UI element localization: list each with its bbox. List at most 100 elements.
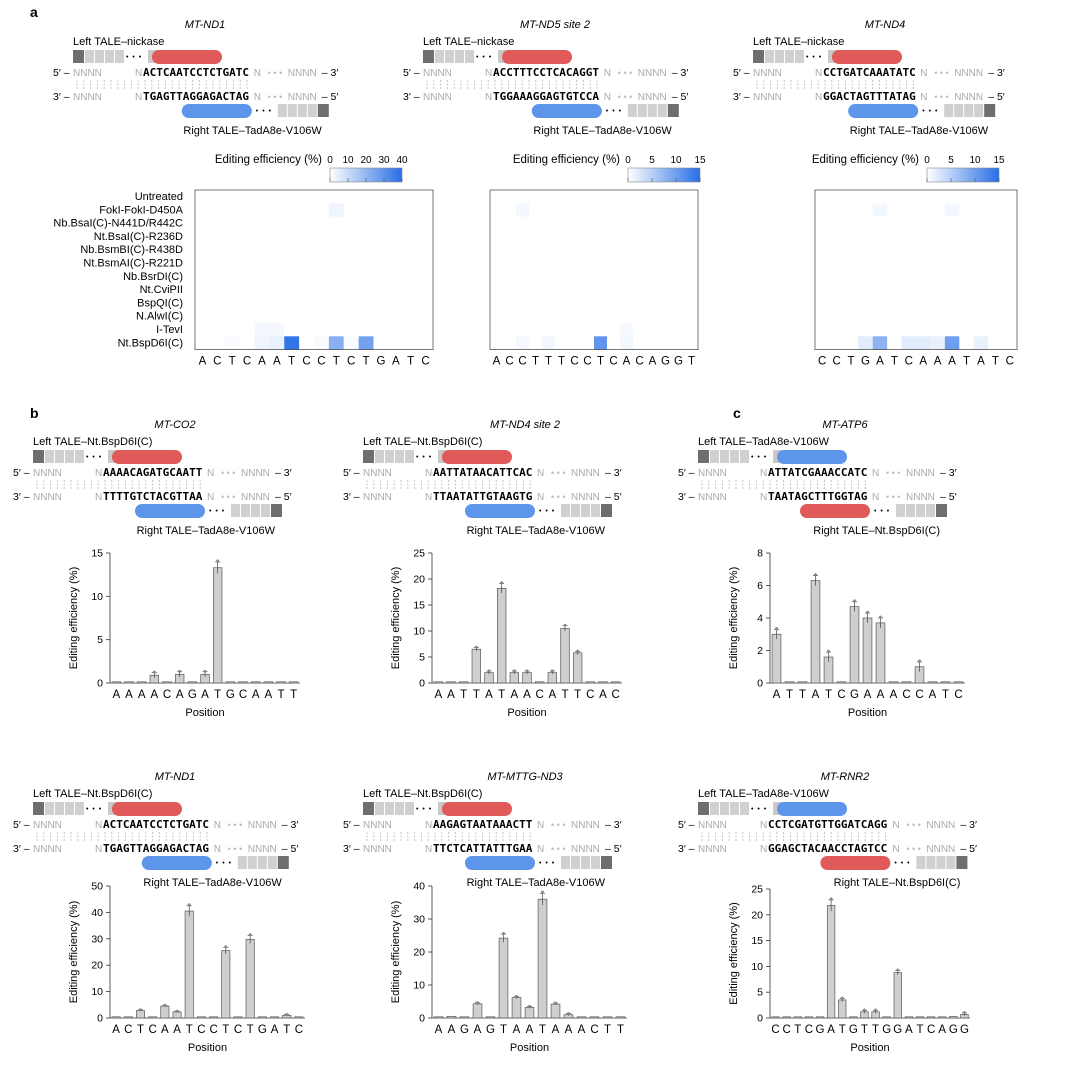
y-tick-label: 10 <box>413 626 425 638</box>
tale-repeat <box>75 802 84 815</box>
colorbar-tick-label: 0 <box>924 155 930 166</box>
bar <box>535 681 545 684</box>
tale-ellipsis: • • • <box>922 108 938 115</box>
heatmap-column-label: T <box>688 356 695 368</box>
bar <box>915 1016 925 1019</box>
tale-repeat <box>115 50 124 63</box>
heatmap-cell <box>269 323 285 337</box>
panel-label-c: c <box>733 405 741 421</box>
heatmap-column-label: A <box>934 356 942 368</box>
flank-dots: • • • <box>228 820 242 830</box>
y-tick-label: 0 <box>757 1013 763 1025</box>
heatmap-cell <box>343 336 359 350</box>
heatmap-column-label: A <box>623 356 631 368</box>
design-title: MT-ND1 <box>155 771 196 783</box>
y-axis-title: Editing efficiency (%) <box>728 567 740 670</box>
right-tale-label: Right TALE–TadA8e-V106W <box>143 877 282 889</box>
bar <box>270 1016 280 1019</box>
replicate-point <box>528 1004 531 1008</box>
x-tick-label: C <box>805 1024 813 1036</box>
heatmap-column-label: C <box>583 356 591 368</box>
flank-nnnn: NNNN <box>248 844 277 855</box>
tale-repeat <box>241 504 250 517</box>
flank-n: N <box>760 468 767 479</box>
three-prime-end: – 3′ <box>605 467 622 479</box>
flank-dots: • • • <box>221 492 235 502</box>
x-tick-label: T <box>277 689 284 701</box>
tale-repeat <box>964 104 974 117</box>
five-prime-end: 5′ – <box>733 67 750 79</box>
x-tick-label: G <box>849 1024 858 1036</box>
tale-repeat <box>561 504 570 517</box>
y-tick-label: 20 <box>413 574 425 586</box>
y-tick-label: 25 <box>751 884 763 896</box>
tale-repeat <box>455 50 464 63</box>
bar <box>135 1010 145 1019</box>
flank-nnnn: NNNN <box>363 492 392 503</box>
bar <box>294 1016 304 1019</box>
heatmap-column-label: T <box>848 356 855 368</box>
flank-n: N <box>485 92 492 103</box>
heatmap-column-label: A <box>392 356 400 368</box>
three-prime-end: 3′ – <box>403 91 420 103</box>
tale-repeat <box>405 450 414 463</box>
replicate-point <box>175 1009 179 1013</box>
bar <box>433 1016 444 1019</box>
flank-nnnn: NNNN <box>698 844 727 855</box>
tale-repeat <box>307 104 317 117</box>
right-tale-label: Right TALE–Nt.BspD6I(C) <box>834 877 961 889</box>
tale-ellipsis: • • • <box>539 860 555 867</box>
flank-nnnn: NNNN <box>73 68 102 79</box>
flank-n: N <box>95 492 102 503</box>
y-tick-label: 10 <box>751 961 763 973</box>
bar <box>187 681 197 684</box>
bar <box>836 681 847 684</box>
right-tale-label: Right TALE–TadA8e-V106W <box>850 125 989 137</box>
tale-ellipsis: • • • <box>216 860 232 867</box>
x-tick-label: A <box>599 689 607 701</box>
flank-nnnn: NNNN <box>571 820 600 831</box>
three-prime-end: – 3′ <box>605 819 622 831</box>
x-tick-label: C <box>771 1024 779 1036</box>
x-tick-label: C <box>295 1024 303 1036</box>
x-tick-label: C <box>149 1024 157 1036</box>
replicate-point <box>775 627 778 630</box>
tale-repeat <box>375 802 384 815</box>
flank-nnnn: NNNN <box>288 68 317 79</box>
flank-n: N <box>214 820 221 831</box>
heatmap-column-label: T <box>532 356 539 368</box>
flank-n: N <box>760 844 767 855</box>
heatmap-column-label: C <box>213 356 221 368</box>
x-tick-label: A <box>264 689 272 701</box>
flank-n: N <box>815 92 822 103</box>
y-tick-label: 20 <box>91 960 103 972</box>
panel-label-b: b <box>30 405 39 421</box>
replicate-point <box>874 1008 877 1012</box>
bar <box>949 1016 958 1019</box>
tale-cap <box>33 450 44 463</box>
bar <box>497 588 507 684</box>
x-tick-label: C <box>536 689 544 701</box>
tale-cap <box>423 50 434 63</box>
heatmap-column-label: A <box>919 356 927 368</box>
flank-n: N <box>207 468 214 479</box>
bar <box>245 938 255 1019</box>
tale-ellipsis: • • • <box>874 508 890 515</box>
bar <box>771 1016 780 1019</box>
replicate-point <box>500 581 504 585</box>
tale-repeat <box>395 802 404 815</box>
heatmap-cell <box>269 336 285 350</box>
left-tale-label: Left TALE–Nt.BspD6I(C) <box>33 436 152 448</box>
flank-nnnn: NNNN <box>638 68 667 79</box>
tale-cap <box>956 856 968 869</box>
left-tale-label: Left TALE–Nt.BspD6I(C) <box>363 788 482 800</box>
right-effector <box>820 856 891 870</box>
flank-n: N <box>425 844 432 855</box>
y-tick-label: 30 <box>91 933 103 945</box>
heatmap-column-label: G <box>661 356 670 368</box>
replicate-point <box>512 669 516 673</box>
y-tick-label: 0 <box>97 1013 103 1025</box>
tale-repeat <box>267 856 277 869</box>
